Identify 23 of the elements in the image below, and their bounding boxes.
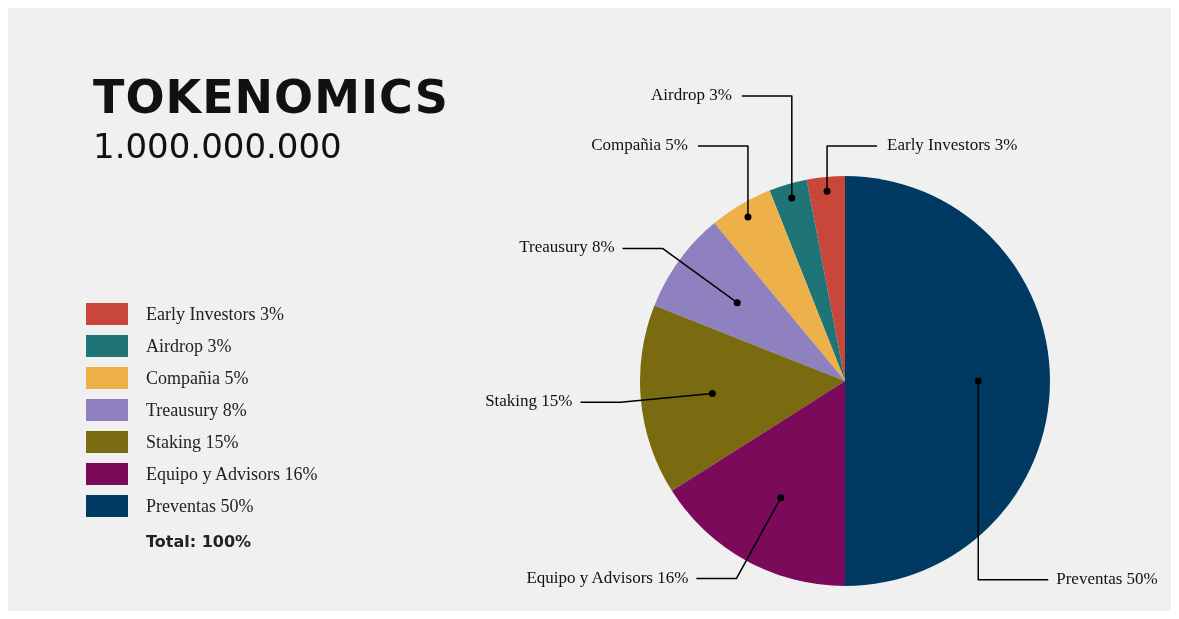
pie-slice — [640, 305, 845, 491]
slice-label: Compañia 5% — [591, 134, 688, 154]
slice-label: Preventas 50% — [1056, 568, 1158, 588]
text: 1.000.000.000 — [93, 126, 342, 166]
legend-label: Preventas 50% — [146, 495, 254, 517]
text: Total: 100% — [146, 532, 253, 551]
legend-label: Treausury 8% — [146, 399, 247, 421]
slice-label: Airdrop 3% — [651, 84, 732, 104]
chart-title: TOKENOMICS — [93, 70, 449, 124]
legend-label: Early Investors 3% — [146, 303, 284, 325]
pie-slice — [845, 176, 1050, 586]
legend-label: Equipo y Advisors 16% — [146, 463, 318, 485]
pie-slice — [769, 179, 845, 381]
legend-label: Airdrop 3% — [146, 335, 232, 357]
legend-label: Compañia 5% — [146, 367, 249, 389]
slice-label: Treausury 8% — [519, 237, 615, 257]
legend-label: Staking 15% — [146, 431, 239, 453]
pie-slice — [654, 223, 845, 381]
pie-slice — [714, 190, 845, 381]
slice-label: Early Investors 3% — [887, 134, 1018, 154]
slice-label: Equipo y Advisors 16% — [526, 567, 689, 587]
slice-label: Staking 15% — [485, 391, 573, 411]
pie-slice — [806, 176, 845, 381]
